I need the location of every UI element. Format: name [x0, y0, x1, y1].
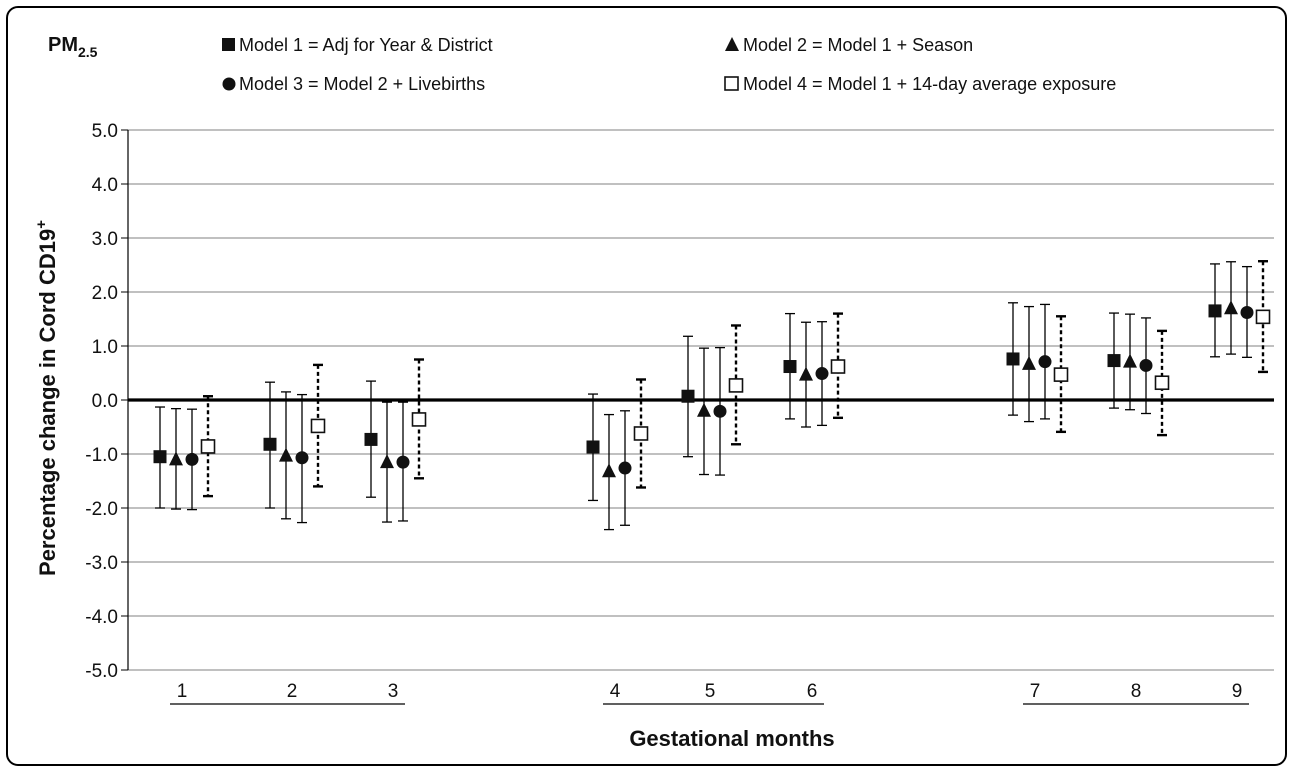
legend-square-open-marker: [724, 76, 739, 91]
x-tick-label: 6: [807, 681, 818, 702]
series-1: [153, 263, 1222, 509]
x-tick-label: 2: [287, 681, 298, 702]
pollutant-label: PM2.5: [48, 34, 98, 60]
legend-label-model-3: Model 3 = Model 2 + Livebirths: [239, 74, 485, 94]
x-tick-label: 7: [1030, 681, 1041, 702]
x-axis-ticks: 1 2 3 4 5 6 7 8 9: [177, 681, 1243, 702]
point-square-open: [633, 426, 649, 441]
point-square-open: [728, 378, 744, 393]
point-square-filled: [783, 360, 797, 374]
y-tick-label: -1.0: [85, 445, 118, 466]
point-square-open: [310, 418, 326, 434]
legend-triangle-filled-marker: [725, 37, 739, 51]
y-axis-ticks: 5.0 4.0 3.0 2.0 1.0 0.0 -1.0 -2.0 -3.0 -4.0 -5.0: [85, 121, 128, 682]
x-tick-label: 3: [388, 681, 399, 702]
point-triangle-filled: [1123, 353, 1137, 368]
y-tick-label: 3.0: [92, 229, 118, 250]
point-triangle-filled: [380, 454, 394, 469]
legend-label-model-1: Model 1 = Adj for Year & District: [239, 35, 493, 55]
point-triangle-filled: [279, 447, 293, 462]
x-tick-label: 8: [1131, 681, 1142, 702]
series-3: [185, 265, 1254, 526]
point-square-filled: [1006, 352, 1020, 366]
y-tick-label: -3.0: [85, 553, 118, 574]
gridlines: [128, 129, 1274, 671]
point-circle-filled: [815, 367, 829, 381]
y-tick-label: 0.0: [92, 391, 118, 412]
point-triangle-filled: [1224, 300, 1238, 315]
point-square-filled: [586, 440, 600, 454]
y-tick-label: 1.0: [92, 337, 118, 358]
legend-label-model-2: Model 2 = Model 1 + Season: [743, 35, 973, 55]
legend-square-filled-marker: [222, 38, 235, 51]
legend-item-model-2: Model 2 = Model 1 + Season: [725, 35, 973, 55]
y-axis-title: Percentage change in Cord CD19+: [33, 220, 60, 576]
point-triangle-filled: [169, 451, 183, 466]
chart-frame: [6, 6, 1287, 766]
x-tick-label: 9: [1232, 681, 1243, 702]
point-circle-filled: [185, 452, 199, 466]
point-square-filled: [153, 450, 167, 464]
point-circle-filled: [396, 455, 410, 469]
series-2: [169, 261, 1238, 531]
point-square-open: [200, 439, 216, 454]
legend-item-model-1: Model 1 = Adj for Year & District: [222, 35, 493, 55]
point-square-open: [830, 359, 846, 374]
x-tick-label: 4: [610, 681, 621, 702]
point-circle-filled: [618, 461, 632, 475]
point-square-open: [1053, 367, 1069, 382]
point-circle-filled: [1139, 358, 1153, 372]
point-square-filled: [1208, 304, 1222, 318]
point-square-open: [411, 412, 427, 427]
y-tick-label: -2.0: [85, 499, 118, 520]
legend-label-model-4: Model 4 = Model 1 + 14-day average expos…: [743, 74, 1116, 94]
y-tick-label: 2.0: [92, 283, 118, 304]
point-square-filled: [681, 389, 695, 403]
legend-circle-filled-marker: [222, 77, 236, 91]
point-square-open: [1154, 375, 1170, 391]
x-axis-title: Gestational months: [629, 726, 834, 751]
y-tick-label: -4.0: [85, 607, 118, 628]
point-square-filled: [1107, 354, 1121, 368]
data-marks: [153, 260, 1271, 531]
y-tick-label: 4.0: [92, 175, 118, 196]
point-circle-filled: [713, 404, 727, 418]
point-triangle-filled: [602, 463, 616, 478]
point-square-filled: [364, 432, 378, 446]
point-circle-filled: [1240, 306, 1254, 320]
point-triangle-filled: [1022, 355, 1036, 370]
point-square-open: [1255, 309, 1271, 325]
legend-item-model-3: Model 3 = Model 2 + Livebirths: [222, 74, 485, 94]
legend: Model 1 = Adj for Year & District Model …: [222, 35, 1116, 94]
legend-item-model-4: Model 4 = Model 1 + 14-day average expos…: [724, 74, 1116, 94]
point-triangle-filled: [697, 402, 711, 417]
point-circle-filled: [1038, 355, 1052, 369]
y-tick-label: -5.0: [85, 661, 118, 682]
y-tick-label: 5.0: [92, 121, 118, 142]
x-tick-label: 1: [177, 681, 188, 702]
series-4: [200, 260, 1271, 498]
x-tick-label: 5: [705, 681, 716, 702]
point-square-filled: [263, 437, 277, 451]
point-triangle-filled: [799, 366, 813, 381]
point-circle-filled: [295, 451, 309, 465]
